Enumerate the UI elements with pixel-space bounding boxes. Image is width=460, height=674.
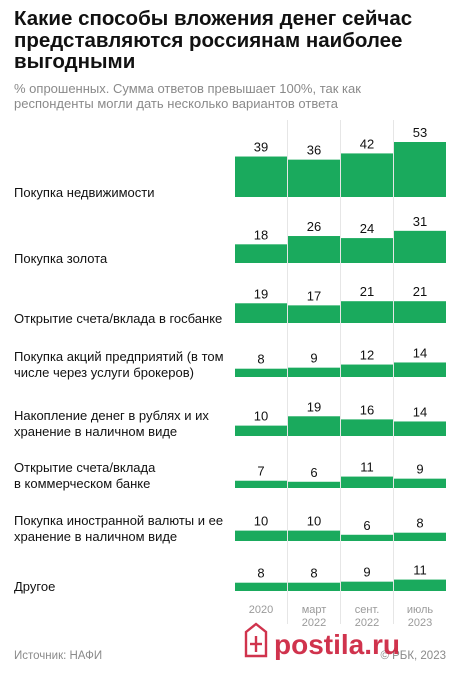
bar-value-label: 11 [360, 460, 374, 475]
period-year-label: 2022 [302, 617, 326, 629]
bar [394, 362, 446, 377]
bar [235, 425, 287, 436]
bar [235, 530, 287, 541]
bar [288, 305, 340, 323]
bar [341, 476, 393, 488]
bar [235, 244, 287, 263]
category-label: Другое [14, 579, 55, 594]
bar-value-label: 16 [360, 402, 374, 417]
bar-value-label: 19 [307, 399, 321, 414]
bar-value-label: 7 [257, 464, 264, 479]
bar [235, 582, 287, 591]
bar [288, 530, 340, 541]
copyright-note: © РБК, 2023 [380, 650, 446, 662]
bar [341, 301, 393, 323]
category-label: Покупка золота [14, 251, 108, 266]
bar [341, 534, 393, 541]
category-label: Накопление денег в рублях и их хранение в… [14, 408, 209, 439]
chart-subtitle: % опрошенных. Сумма ответов превышает 10… [14, 81, 361, 111]
bar [288, 481, 340, 488]
postila-watermark-icon: postila.ru [244, 622, 400, 660]
bar-value-label: 10 [254, 409, 268, 424]
bar [394, 301, 446, 323]
bar-value-label: 9 [416, 462, 423, 477]
bar [341, 153, 393, 197]
bar-value-label: 12 [360, 348, 374, 363]
bar-value-label: 8 [257, 352, 264, 367]
bar-value-label: 39 [254, 140, 268, 155]
bar [394, 478, 446, 488]
bar [235, 368, 287, 377]
category-label: Покупка иностранной валюты и ее хранение … [14, 513, 223, 544]
category-label: Открытие счета/вклада в госбанке [14, 311, 222, 326]
bar [394, 421, 446, 436]
bar [235, 156, 287, 197]
bar-value-label: 18 [254, 227, 268, 242]
watermark-logo-text: postila.ru [274, 629, 400, 660]
bar [235, 480, 287, 488]
bar-value-label: 10 [254, 514, 268, 529]
period-label: июль [407, 604, 434, 616]
bar-value-label: 14 [413, 404, 427, 419]
bar [341, 419, 393, 436]
bar [341, 581, 393, 591]
bar-value-label: 53 [413, 125, 427, 140]
bar-value-label: 21 [360, 284, 374, 299]
bar [288, 416, 340, 436]
bar-value-label: 8 [310, 566, 317, 581]
bar-value-label: 11 [413, 563, 427, 578]
bar-value-label: 8 [416, 516, 423, 531]
chart-title: Какие способы вложения денег сейчас пред… [14, 7, 413, 73]
bar-value-label: 10 [307, 514, 321, 529]
bar-value-label: 14 [413, 345, 427, 360]
bar-value-label: 42 [360, 136, 374, 151]
bar-value-label: 31 [413, 214, 427, 229]
period-label: сент. [355, 604, 380, 616]
bar-value-label: 36 [307, 143, 321, 158]
bar [288, 236, 340, 263]
bar-value-label: 17 [307, 288, 321, 303]
period-year-label: 2023 [408, 617, 432, 629]
period-label: март [302, 604, 327, 616]
bar [288, 367, 340, 377]
bar-value-label: 6 [310, 465, 317, 480]
period-year-label: 2022 [355, 617, 379, 629]
bar [341, 238, 393, 263]
category-label: Покупка акций предприятий (в том числе че… [14, 349, 224, 380]
bar [394, 579, 446, 591]
bar-value-label: 9 [363, 565, 370, 580]
bar-value-label: 26 [307, 219, 321, 234]
bar-value-label: 21 [413, 284, 427, 299]
bar [394, 230, 446, 263]
category-label: Покупка недвижимости [14, 185, 154, 200]
bar-value-label: 24 [360, 221, 374, 236]
bar-value-label: 8 [257, 566, 264, 581]
bar [394, 142, 446, 197]
bar [341, 364, 393, 377]
bar-value-label: 19 [254, 286, 268, 301]
bar [394, 532, 446, 541]
category-label: Открытие счета/вклада в коммерческом банк… [14, 460, 156, 491]
bar [288, 159, 340, 197]
bar-value-label: 6 [363, 518, 370, 533]
period-label: 2020 [249, 604, 273, 616]
bar [288, 582, 340, 591]
source-note: Источник: НАФИ [14, 650, 103, 662]
bar-value-label: 9 [310, 351, 317, 366]
bar [235, 303, 287, 323]
